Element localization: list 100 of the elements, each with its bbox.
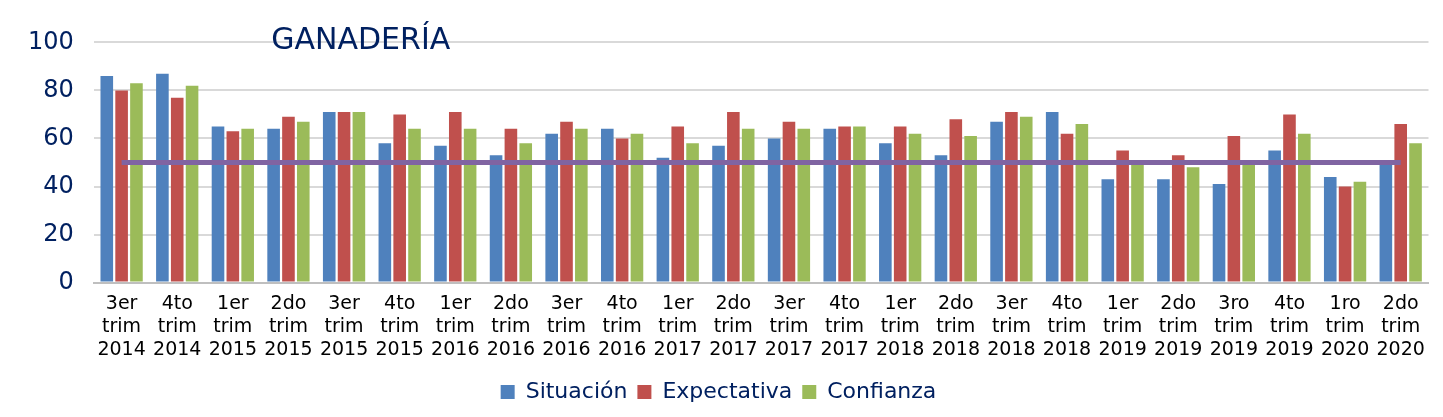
bar	[1353, 181, 1367, 282]
x-tick-label: 2do trim 2015	[264, 290, 313, 359]
bar	[489, 155, 503, 282]
bar	[130, 83, 143, 282]
bar	[322, 112, 336, 282]
bar	[1212, 184, 1226, 282]
bar	[1409, 143, 1422, 282]
bar	[879, 143, 892, 282]
y-tick-label: 40	[43, 170, 74, 199]
x-tick-label: 2do trim 2020	[1376, 290, 1425, 359]
bar	[1101, 179, 1115, 282]
bar	[782, 121, 796, 282]
bar	[949, 119, 963, 282]
bar	[267, 128, 280, 282]
bar	[352, 112, 366, 282]
bar	[282, 116, 295, 282]
bar	[823, 128, 837, 282]
x-tick-label: 4to trim 2018	[1042, 290, 1092, 359]
x-tick-label: 3er trim 2014	[97, 290, 146, 359]
bar	[185, 85, 199, 282]
bar	[1298, 133, 1311, 282]
bar	[712, 145, 725, 282]
bar	[241, 128, 254, 282]
bar	[1131, 164, 1144, 282]
x-tick-label: 3er trim 2016	[542, 290, 591, 359]
bar	[100, 76, 114, 282]
bar	[656, 157, 670, 282]
x-tick-label: 3er trim 2018	[987, 290, 1036, 359]
x-tick-label: 4to trim 2019	[1265, 290, 1314, 359]
bar	[393, 114, 406, 282]
x-tick-label: 4to trim 2017	[820, 290, 869, 359]
bar	[504, 128, 518, 282]
bar	[727, 112, 740, 282]
bar	[893, 126, 907, 282]
x-tick-label: 2do trim 2019	[1154, 290, 1203, 359]
y-tick-label: 0	[58, 266, 74, 295]
bar	[448, 112, 462, 282]
bar	[1171, 155, 1185, 282]
x-tick-label: 4to trim 2016	[597, 290, 647, 359]
x-tick-label: 1er trim 2019	[1098, 290, 1147, 359]
bar	[545, 133, 558, 282]
bar	[1045, 112, 1059, 282]
bar	[575, 128, 588, 282]
bar	[1157, 179, 1170, 282]
bar	[797, 128, 811, 282]
x-tick-label: 1er trim 2018	[876, 290, 925, 359]
legend-label: Situación	[525, 377, 628, 403]
bar	[1283, 114, 1296, 282]
bar	[1338, 186, 1352, 282]
bar	[115, 90, 128, 282]
bar	[741, 128, 755, 282]
x-tick-label: 4to trim 2015	[375, 290, 424, 359]
bar	[519, 143, 533, 282]
bar	[615, 138, 629, 282]
bar	[1075, 124, 1089, 282]
chart-title: GANADERÍA	[271, 20, 451, 56]
bar	[156, 73, 169, 282]
bar	[1116, 150, 1129, 282]
bar	[1005, 112, 1018, 282]
x-tick-label: 3er trim 2017	[764, 290, 814, 359]
bar	[463, 128, 477, 282]
bar	[990, 121, 1003, 282]
bar	[964, 136, 977, 282]
y-tick-label: 20	[43, 218, 74, 247]
bar	[1186, 167, 1200, 282]
bar	[1323, 176, 1337, 282]
x-tick-label: 1er trim 2016	[431, 290, 480, 359]
bar	[853, 126, 866, 282]
bar	[434, 145, 447, 282]
bar	[1060, 133, 1074, 282]
bar	[838, 126, 851, 282]
bar	[226, 131, 240, 282]
x-tick-label: 1er trim 2015	[208, 290, 258, 359]
bar	[1242, 164, 1255, 282]
x-tick-label: 3er trim 2015	[319, 290, 369, 359]
bar	[408, 128, 421, 282]
bar	[1019, 116, 1033, 282]
x-tick-label: 2do trim 2017	[709, 290, 758, 359]
bar	[908, 133, 922, 282]
x-tick-label: 3ro trim 2019	[1209, 290, 1259, 359]
y-tick-label: 60	[43, 122, 74, 151]
bar	[934, 155, 948, 282]
bar	[630, 133, 644, 282]
bar	[1268, 150, 1281, 282]
x-tick-label: 1er trim 2017	[653, 290, 702, 359]
bar	[296, 121, 310, 282]
bar	[337, 112, 351, 282]
y-tick-label: 100	[28, 26, 74, 55]
bar	[1394, 124, 1407, 282]
bar	[1227, 136, 1241, 282]
bar	[600, 128, 614, 282]
legend-label: Expectativa	[662, 377, 793, 403]
bar	[1379, 164, 1393, 282]
bar	[767, 138, 781, 282]
bar	[686, 143, 699, 282]
bar	[378, 143, 392, 282]
bar	[170, 97, 184, 282]
y-tick-label: 80	[43, 74, 74, 103]
x-tick-label: 2do trim 2016	[486, 290, 536, 359]
legend-label: Confianza	[827, 377, 937, 403]
